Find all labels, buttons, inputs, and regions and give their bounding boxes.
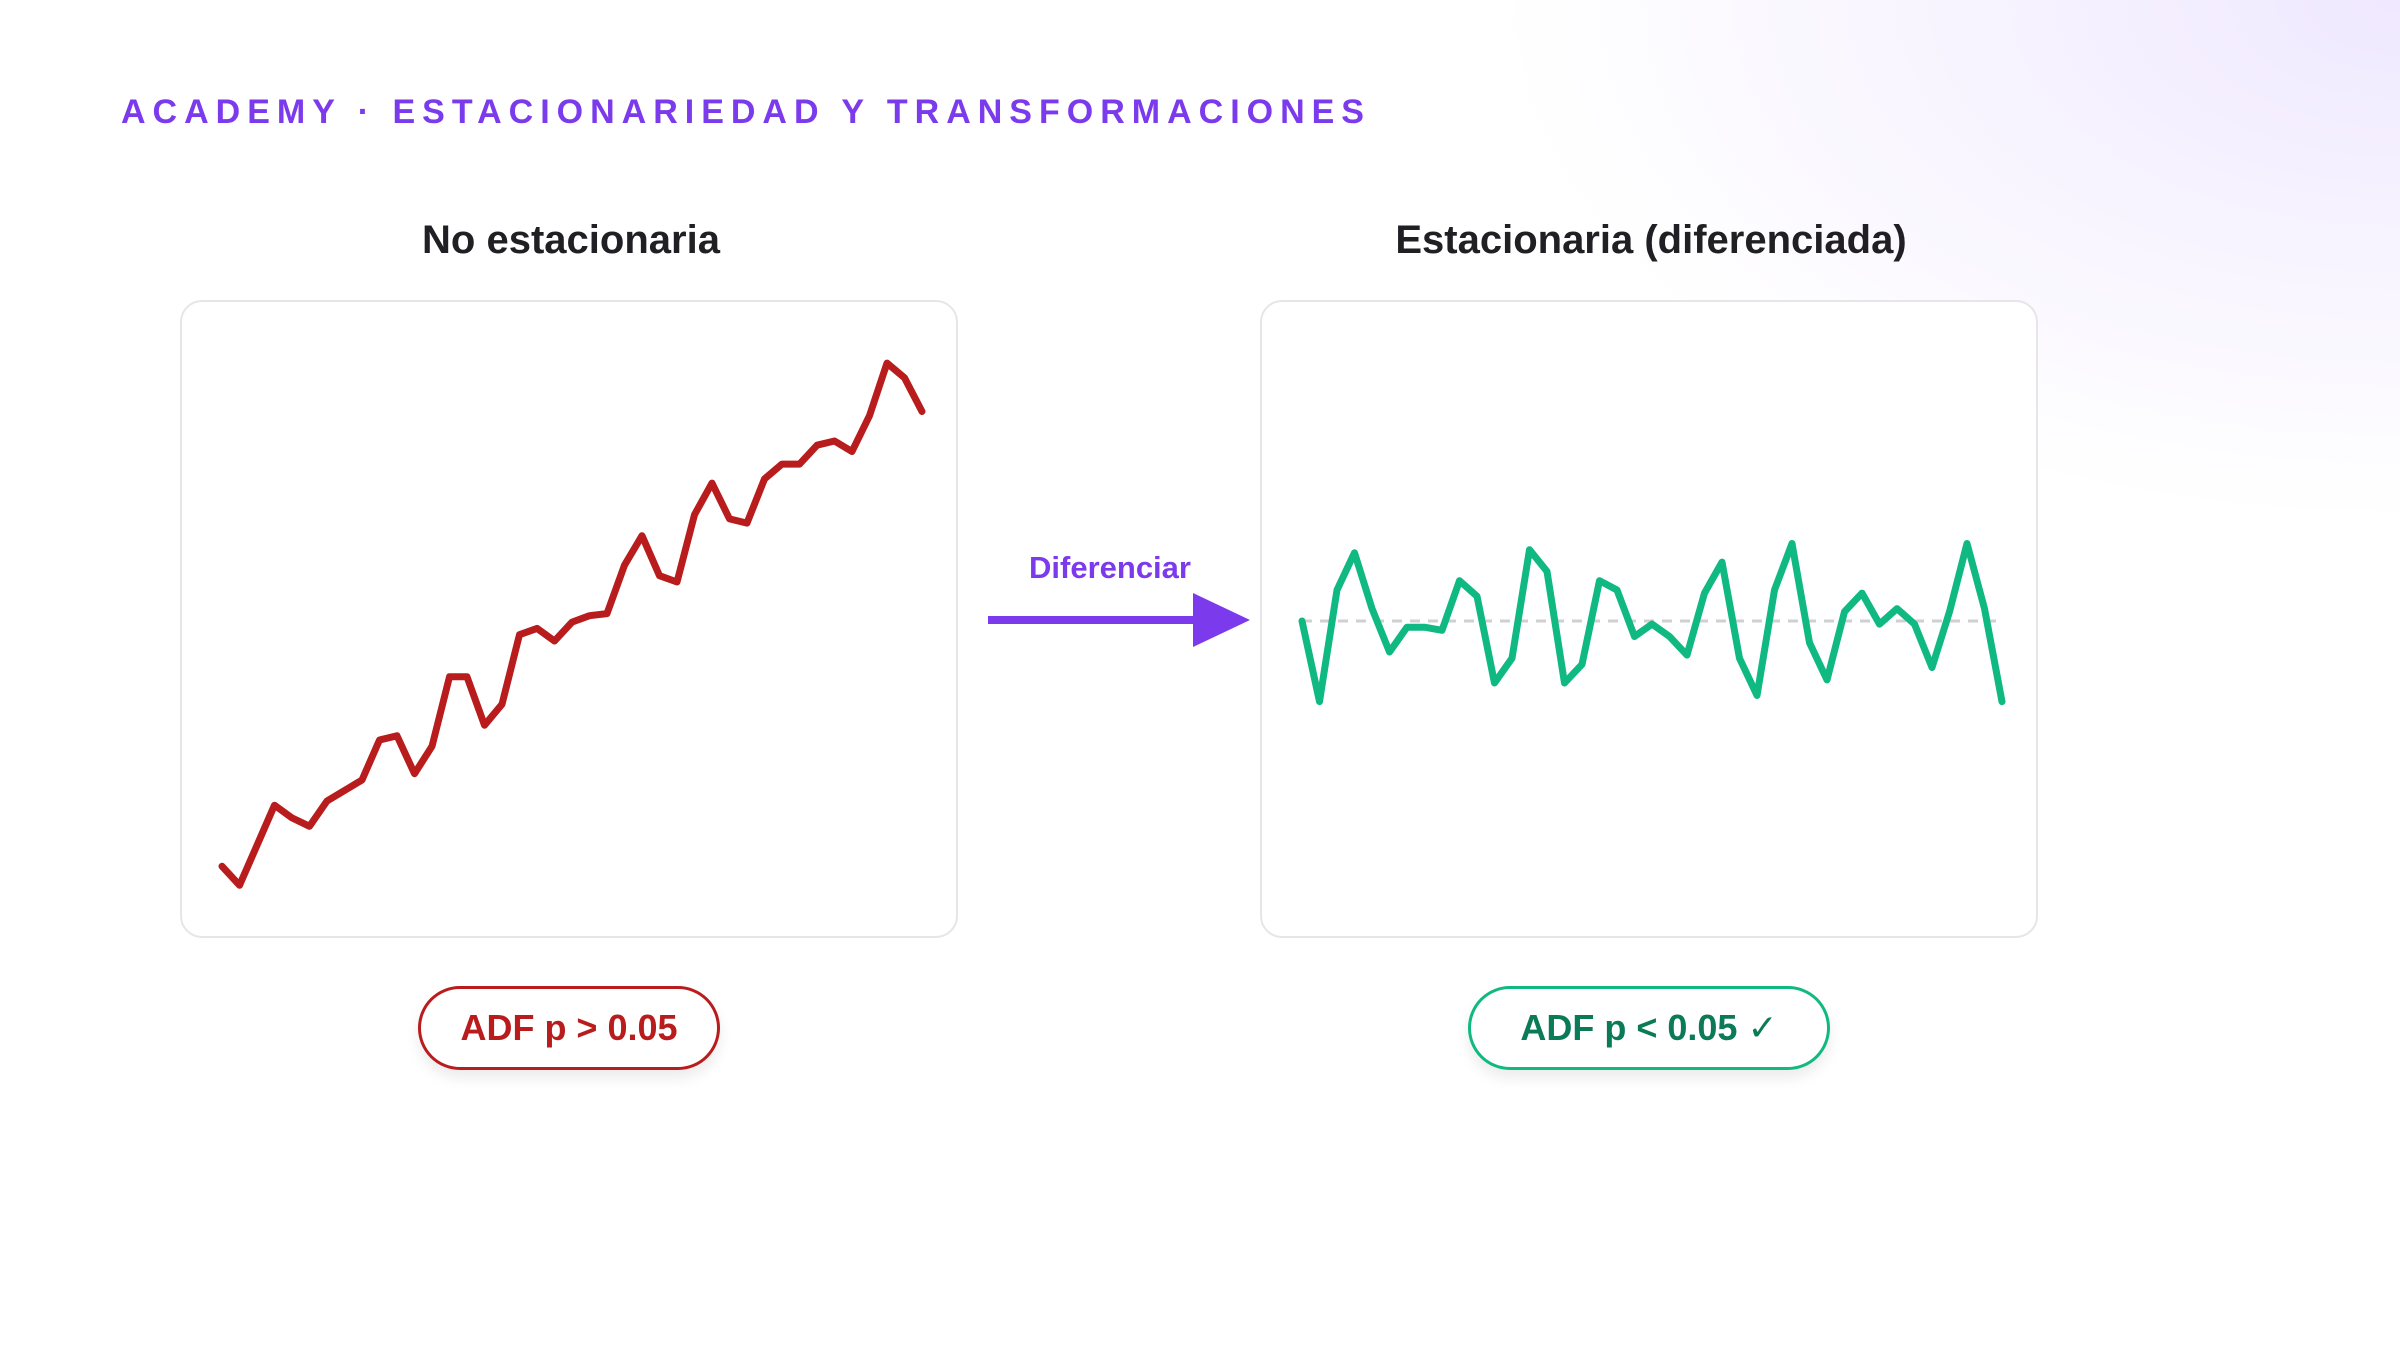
adf-pass-badge: ADF p < 0.05 ✓	[1468, 986, 1830, 1070]
non-stationary-chart	[218, 359, 926, 889]
differencing-label: Diferenciar	[1029, 550, 1191, 585]
non-stationary-series-line	[218, 359, 926, 889]
stationary-title: Estacionaria (diferenciada)	[1395, 218, 1907, 262]
arrow-head	[1193, 593, 1250, 647]
non-stationary-chart-card	[180, 300, 958, 938]
adf-fail-badge: ADF p > 0.05	[418, 986, 720, 1070]
stationary-chart-card	[1260, 300, 2038, 938]
stationary-chart	[1298, 540, 2006, 706]
section-eyebrow: ACADEMY · ESTACIONARIEDAD Y TRANSFORMACI…	[121, 93, 1371, 131]
non-stationary-title: No estacionaria	[422, 218, 720, 262]
right-arrow-icon	[988, 593, 1250, 647]
stationary-series-line	[1298, 540, 2006, 706]
